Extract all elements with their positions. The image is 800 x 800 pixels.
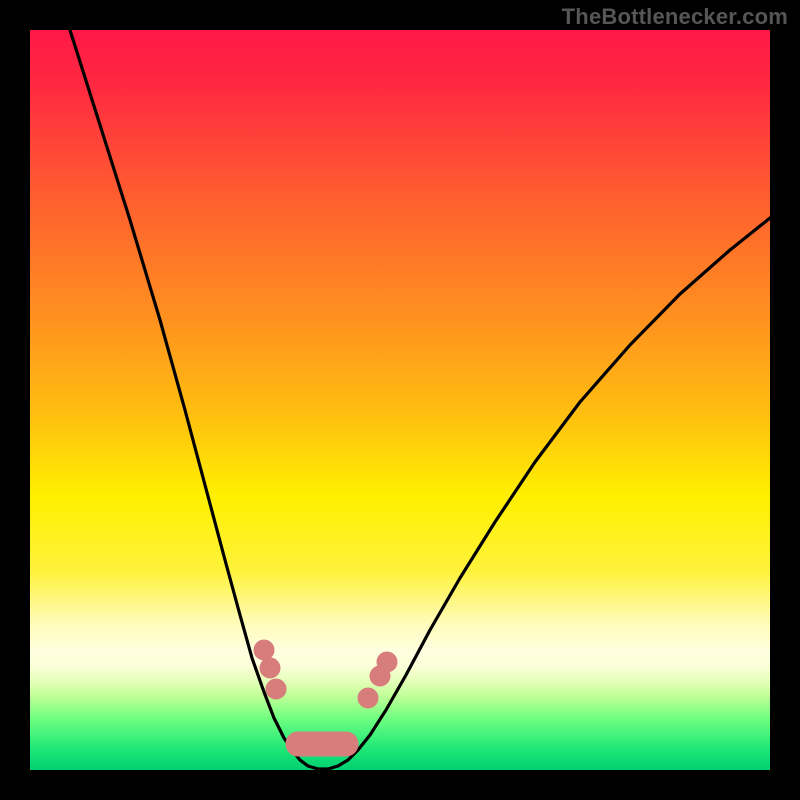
watermark-text: TheBottlenecker.com (562, 4, 788, 30)
bottleneck-curve-chart (0, 0, 800, 800)
curve-marker (358, 688, 378, 708)
curve-marker (254, 640, 274, 660)
curve-marker (260, 658, 280, 678)
curve-marker (266, 679, 286, 699)
chart-frame: TheBottlenecker.com (0, 0, 800, 800)
chart-background (30, 30, 770, 770)
curve-marker (377, 652, 397, 672)
curve-marker (286, 732, 358, 756)
